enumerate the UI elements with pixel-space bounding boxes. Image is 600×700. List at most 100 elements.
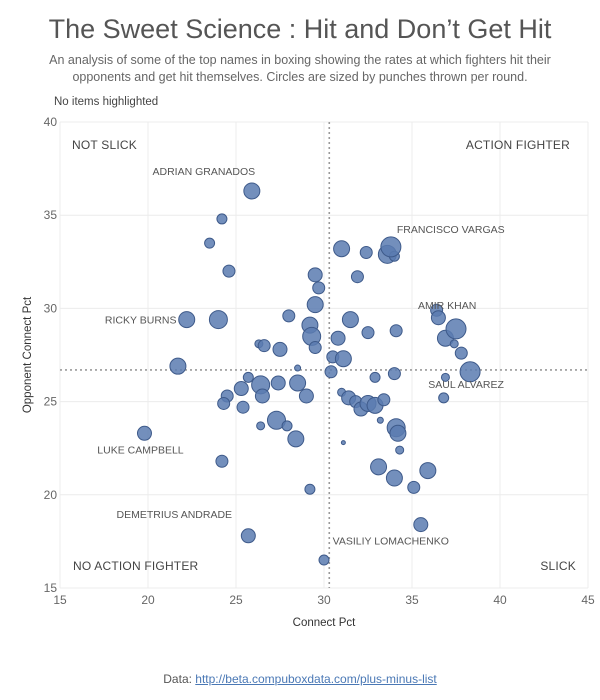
reference-lines xyxy=(60,122,588,588)
data-point-54[interactable] xyxy=(369,371,381,383)
data-point-18[interactable] xyxy=(330,330,346,346)
data-point-2[interactable] xyxy=(222,264,236,278)
data-point-luke-campbell[interactable] xyxy=(136,425,152,441)
data-point-58[interactable] xyxy=(376,416,384,424)
label-amir-khan: AMIR KHAN xyxy=(418,300,476,312)
chart-title: The Sweet Science : Hit and Don’t Get Hi… xyxy=(48,14,552,44)
data-point-46[interactable] xyxy=(287,430,305,448)
x-tick-label-2: 25 xyxy=(229,593,243,607)
y-tick-label-5: 40 xyxy=(44,115,58,129)
x-tick-label-3: 30 xyxy=(317,593,331,607)
data-point-5[interactable] xyxy=(307,267,323,283)
data-point-19[interactable] xyxy=(361,326,375,340)
data-point-40[interactable] xyxy=(217,396,231,410)
data-point-62[interactable] xyxy=(385,469,403,487)
data-point-13[interactable] xyxy=(282,309,296,323)
data-point-59[interactable] xyxy=(340,440,346,446)
data-points xyxy=(136,182,481,566)
data-point-42[interactable] xyxy=(298,388,314,404)
grid-lines xyxy=(59,121,589,589)
y-tick-label-3: 30 xyxy=(44,301,58,315)
y-axis-title: Opponent Connect Pct xyxy=(22,296,34,413)
x-tick-label-5: 40 xyxy=(493,593,507,607)
data-point-12[interactable] xyxy=(350,270,364,284)
data-point-1[interactable] xyxy=(204,237,216,249)
data-point-55[interactable] xyxy=(387,367,401,381)
quadrant-labels: NOT SLICK ACTION FIGHTER NO ACTION FIGHTER… xyxy=(72,138,576,573)
data-source-link[interactable]: http://beta.compuboxdata.com/plus-minus-… xyxy=(195,672,437,686)
data-point-demetrius-andrade[interactable] xyxy=(240,528,256,544)
data-point-8[interactable] xyxy=(333,240,351,258)
x-tick-label-0: 15 xyxy=(53,593,67,607)
quadrant-label-top-right: ACTION FIGHTER xyxy=(466,138,570,152)
chart-subtitle: An analysis of some of the top names in … xyxy=(49,53,551,84)
footer-prefix: Data: xyxy=(163,672,196,686)
data-point-45[interactable] xyxy=(256,421,266,431)
quadrant-label-bottom-right: SLICK xyxy=(540,559,576,573)
quadrant-label-bottom-left: NO ACTION FIGHTER xyxy=(73,559,199,573)
scatter-chart: ADRIAN GRANADOS FRANCISCO VARGAS AMIR KHAN… xyxy=(22,115,595,629)
data-point-21[interactable] xyxy=(334,350,352,368)
highlight-status: No items highlighted xyxy=(54,96,159,108)
data-point-4[interactable] xyxy=(169,357,187,375)
data-point-33[interactable] xyxy=(242,371,254,383)
data-point-53[interactable] xyxy=(377,393,391,407)
data-point-22[interactable] xyxy=(324,365,338,379)
data-point-44[interactable] xyxy=(281,420,293,432)
axis-ticks: 15 20 25 30 35 40 45 15 20 25 30 35 40 xyxy=(44,115,595,607)
y-tick-label-1: 20 xyxy=(44,488,58,502)
label-saul-alvarez: SAUL ALVAREZ xyxy=(428,379,504,391)
data-point-saul-alvarez[interactable] xyxy=(459,361,481,383)
data-point-43[interactable] xyxy=(266,410,286,430)
label-adrian-granados: ADRIAN GRANADOS xyxy=(152,166,255,178)
data-point-26[interactable] xyxy=(294,364,302,372)
data-point-66[interactable] xyxy=(440,372,450,382)
data-point-francisco-vargas[interactable] xyxy=(380,236,402,258)
data-point-adrian-granados[interactable] xyxy=(243,182,261,200)
y-tick-label-4: 35 xyxy=(44,208,58,222)
data-point-9[interactable] xyxy=(359,245,373,259)
data-point-vasiliy-lomachenko[interactable] xyxy=(413,517,429,533)
quadrant-label-top-left: NOT SLICK xyxy=(72,138,137,152)
data-point-27[interactable] xyxy=(389,324,403,338)
data-point-65[interactable] xyxy=(304,483,316,495)
data-point-amir-khan[interactable] xyxy=(445,318,467,340)
data-point-64[interactable] xyxy=(407,480,421,494)
data-point-ricky-burns[interactable] xyxy=(178,311,196,329)
data-point-41[interactable] xyxy=(236,400,250,414)
data-point-24[interactable] xyxy=(257,339,271,353)
data-point-63[interactable] xyxy=(419,462,437,480)
data-point-0[interactable] xyxy=(216,213,228,225)
label-demetrius-andrade: DEMETRIUS ANDRADE xyxy=(117,509,233,521)
x-axis-title: Connect Pct xyxy=(293,617,356,629)
data-point-16[interactable] xyxy=(308,341,322,355)
label-francisco-vargas: FRANCISCO VARGAS xyxy=(397,224,505,236)
data-point-37[interactable] xyxy=(289,374,307,392)
data-point-61[interactable] xyxy=(370,458,388,476)
x-tick-label-4: 35 xyxy=(405,593,419,607)
data-point-6[interactable] xyxy=(312,281,326,295)
data-point-68[interactable] xyxy=(215,454,229,468)
point-labels: ADRIAN GRANADOS FRANCISCO VARGAS AMIR KHAN… xyxy=(97,166,504,548)
label-vasiliy-lomachenko: VASILIY LOMACHENKO xyxy=(333,536,449,548)
data-point-32[interactable] xyxy=(454,346,468,360)
data-point-38[interactable] xyxy=(254,388,270,404)
x-tick-label-6: 45 xyxy=(581,593,595,607)
data-source-footer: Data: http://beta.compuboxdata.com/plus-… xyxy=(0,672,600,686)
x-tick-label-1: 20 xyxy=(141,593,155,607)
data-point-67[interactable] xyxy=(438,392,450,404)
data-point-29[interactable] xyxy=(430,310,446,326)
data-point-69[interactable] xyxy=(318,554,330,566)
label-ricky-burns: RICKY BURNS xyxy=(105,315,177,327)
data-point-3[interactable] xyxy=(208,310,228,330)
data-point-57[interactable] xyxy=(389,424,407,442)
data-point-7[interactable] xyxy=(306,296,324,314)
data-point-25[interactable] xyxy=(272,341,288,357)
data-point-34[interactable] xyxy=(233,381,249,397)
data-point-60[interactable] xyxy=(395,445,405,455)
data-point-17[interactable] xyxy=(341,311,359,329)
data-point-31[interactable] xyxy=(449,339,459,349)
label-luke-campbell: LUKE CAMPBELL xyxy=(97,444,184,456)
data-point-36[interactable] xyxy=(270,375,286,391)
y-tick-label-2: 25 xyxy=(44,395,58,409)
